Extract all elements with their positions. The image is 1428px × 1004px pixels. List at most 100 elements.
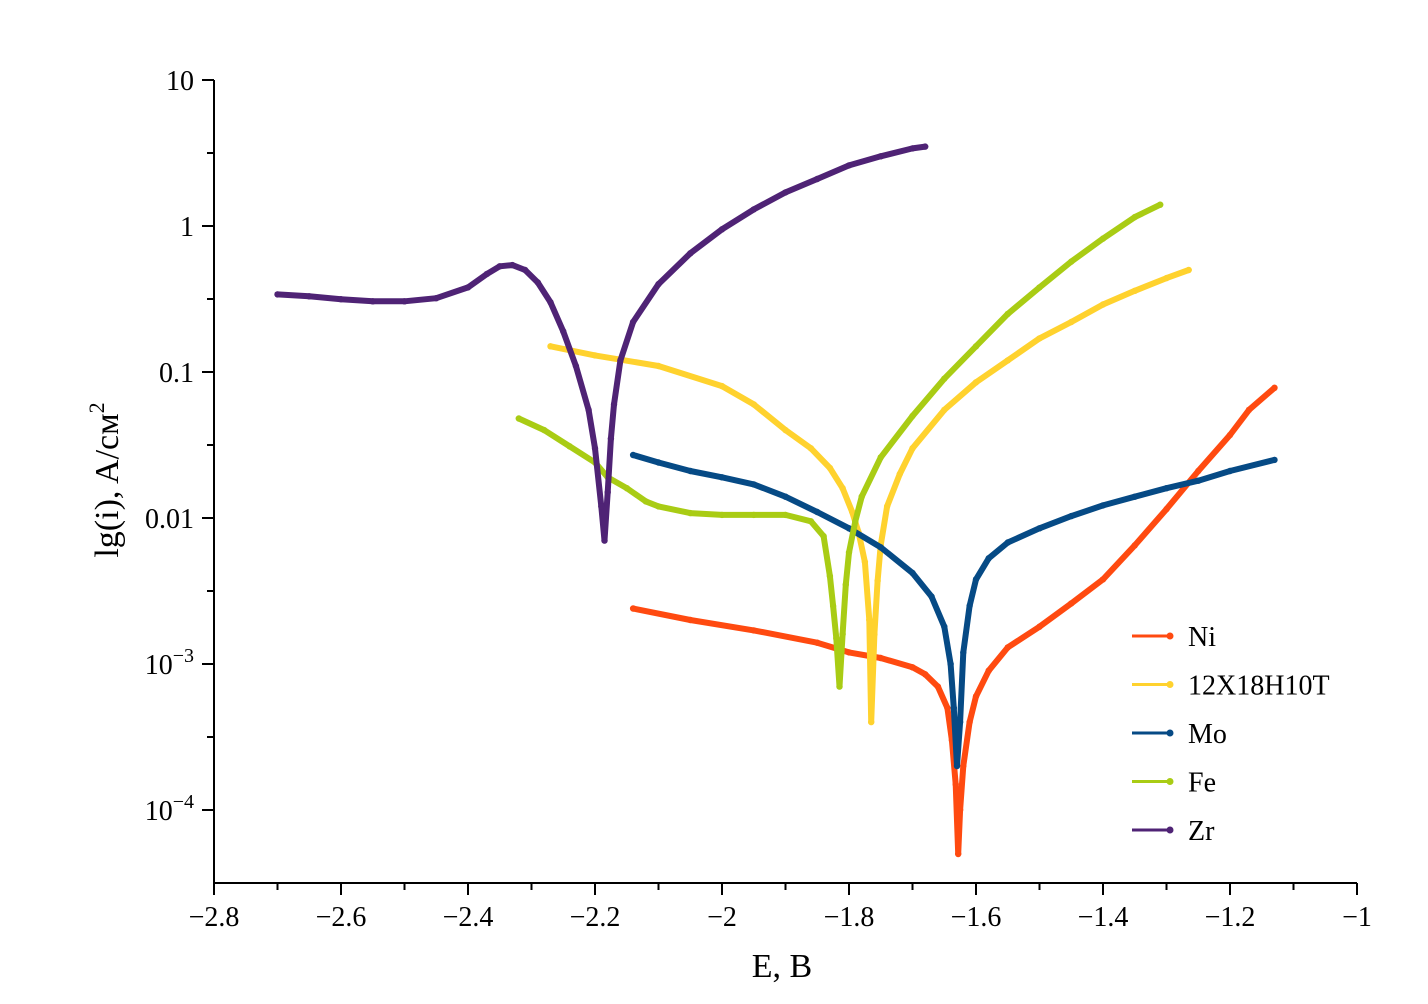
data-point (401, 298, 408, 305)
data-point (598, 503, 605, 510)
x-tick-label: −2.8 (189, 902, 240, 933)
data-point (972, 343, 980, 350)
data-point (750, 481, 757, 488)
data-point (607, 435, 615, 442)
data-point (1036, 284, 1043, 291)
data-point (623, 485, 630, 492)
data-point (369, 298, 376, 305)
series-line (274, 143, 929, 544)
data-point (852, 518, 859, 525)
data-point (845, 649, 853, 656)
data-point (814, 639, 821, 646)
data-point (718, 382, 726, 390)
data-point (1068, 512, 1075, 520)
y-tick-label: 10−4 (145, 791, 194, 827)
data-point (814, 175, 821, 183)
data-point (515, 415, 522, 422)
data-point (604, 489, 611, 496)
data-point (950, 704, 957, 712)
data-point (877, 654, 884, 662)
series-line (630, 384, 1278, 857)
data-point (617, 357, 624, 364)
x-tick-label: −1.2 (1205, 902, 1256, 933)
data-point (1036, 525, 1043, 532)
data-point (1131, 493, 1139, 500)
data-point (1004, 310, 1011, 318)
data-point (1068, 600, 1075, 607)
data-point (1195, 467, 1202, 475)
data-point (687, 250, 694, 257)
data-point (274, 291, 281, 298)
series-mo (629, 451, 1278, 770)
data-point (826, 572, 834, 580)
data-point (718, 226, 726, 233)
x-tick-label: −1.6 (951, 902, 1002, 933)
data-point (861, 558, 869, 566)
data-point (947, 660, 954, 668)
data-point (839, 631, 846, 638)
data-point (1271, 456, 1278, 464)
y-tick-label: 0.1 (159, 358, 194, 389)
data-point (985, 555, 992, 562)
series-12x18h10t (547, 266, 1192, 726)
legend-label: 12X18H10T (1188, 671, 1330, 702)
data-point (464, 284, 472, 291)
data-point (944, 704, 951, 712)
x-tick-label: −2.6 (316, 902, 367, 933)
data-point (1226, 467, 1234, 475)
legend-swatch-marker (1166, 632, 1174, 640)
data-point (509, 261, 516, 269)
data-point (547, 299, 554, 306)
data-point (1131, 213, 1139, 221)
data-point (655, 362, 662, 370)
data-point (585, 406, 592, 414)
data-point (934, 683, 942, 690)
y-tick-label: 0.01 (145, 504, 194, 535)
legend-item-mo: Mo (1132, 719, 1227, 750)
data-point (874, 577, 881, 585)
data-point (941, 406, 948, 414)
data-point (845, 549, 853, 556)
data-point (1245, 406, 1253, 414)
legend-item-ni: Ni (1132, 622, 1216, 653)
data-point (877, 454, 884, 461)
y-tick-label-base: 10 (145, 650, 173, 681)
data-point (1099, 576, 1107, 583)
data-point (750, 206, 757, 213)
legend-item-zr: Zr (1132, 816, 1215, 847)
data-point (534, 279, 541, 286)
legend-label: Fe (1188, 768, 1216, 799)
data-point (941, 623, 948, 630)
data-point (687, 616, 694, 624)
data-point (922, 143, 929, 150)
data-point (718, 511, 726, 519)
data-point (591, 445, 599, 452)
data-point (629, 605, 637, 612)
data-point (909, 664, 916, 671)
series-zr (274, 143, 929, 544)
data-point (877, 544, 884, 551)
data-point (909, 412, 916, 420)
data-point (521, 266, 529, 274)
data-point (601, 537, 608, 544)
legend-swatch-marker (1166, 681, 1174, 688)
y-tick-label-exp: −4 (173, 791, 194, 813)
data-point (1036, 623, 1043, 630)
series-line (630, 452, 1278, 769)
data-point (866, 616, 873, 624)
data-point (956, 718, 964, 726)
data-point (750, 401, 757, 408)
data-point (642, 498, 649, 505)
legend: Ni 12X18H10T Mo Fe Zr (1132, 622, 1330, 847)
data-point (953, 762, 961, 770)
data-point (433, 295, 440, 302)
y-tick-label-exp: −3 (173, 645, 194, 667)
data-point (483, 270, 491, 278)
data-point (868, 718, 875, 726)
data-point (337, 296, 345, 303)
data-point (972, 693, 980, 700)
data-point (306, 293, 313, 300)
data-point (1163, 274, 1170, 282)
y-tick-label: 10 (166, 66, 194, 97)
data-point (956, 806, 964, 814)
